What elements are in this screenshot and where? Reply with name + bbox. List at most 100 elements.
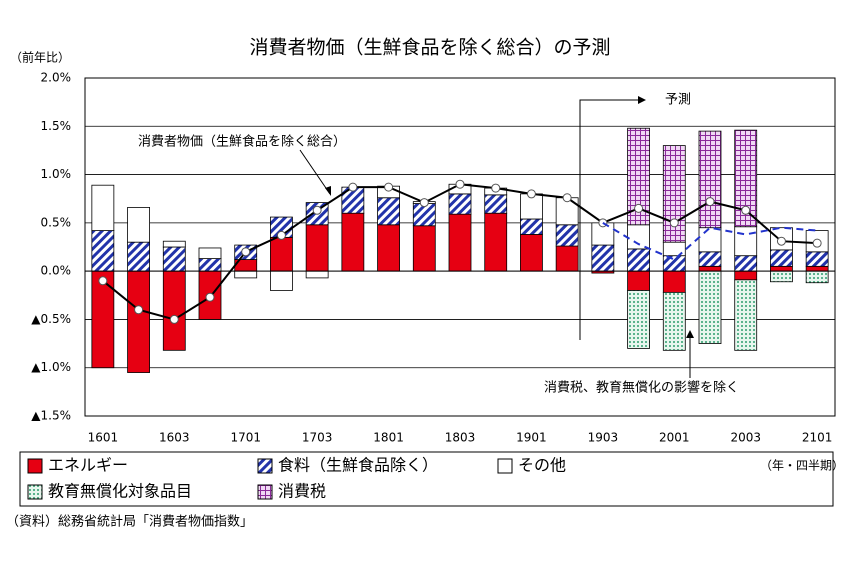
- bar-segment: [805, 270, 829, 284]
- source: （資料）総務省統計局「消費者物価指数」: [6, 514, 253, 530]
- x-tick-label: 1603: [159, 431, 190, 445]
- bar-segment: [555, 245, 579, 272]
- bar-segment: [484, 212, 508, 272]
- line-marker: [491, 183, 501, 193]
- y-tick-label: ▲0.5%: [31, 312, 71, 326]
- bar-segment: [627, 270, 650, 291]
- chart-title: 消費者物価（生鮮食品を除く総合）の予測: [249, 37, 610, 59]
- bar-segment: [627, 224, 650, 250]
- bar-segment: [662, 291, 686, 351]
- x-tick-label: 1803: [445, 431, 476, 445]
- bar-segment: [627, 127, 650, 226]
- bar-segment: [377, 224, 400, 272]
- legend-label: 消費税: [278, 482, 326, 501]
- x-tick-label: 1903: [588, 431, 619, 445]
- y-axis-label: （前年比）: [10, 50, 70, 65]
- bar-segment: [698, 251, 722, 267]
- bar-segment: [234, 270, 258, 279]
- bar-segment: [734, 129, 758, 228]
- bar-segment: [734, 279, 758, 351]
- bar-segment: [162, 246, 186, 272]
- bar-segment: [627, 290, 650, 349]
- line-marker: [169, 314, 179, 324]
- legend-label: その他: [518, 456, 566, 475]
- bar-segment: [448, 193, 472, 215]
- legend-label: 食料（生鮮食品除く）: [278, 456, 438, 475]
- bar-segment: [662, 270, 686, 293]
- bar-segment: [198, 258, 222, 272]
- x-tick-label: 2001: [659, 431, 690, 445]
- bar-segment: [734, 226, 758, 257]
- bar-segment: [377, 197, 400, 226]
- bar-segment: [520, 234, 543, 272]
- bar-segment: [734, 255, 758, 272]
- bar-segment: [91, 230, 115, 272]
- line-marker: [741, 205, 751, 215]
- bar-segment: [698, 270, 722, 344]
- bar-segment: [662, 145, 686, 243]
- bar-segment: [805, 265, 829, 272]
- line-marker: [634, 203, 644, 213]
- bar-segment: [127, 270, 150, 373]
- bar-segment: [270, 236, 293, 272]
- line-marker: [276, 230, 286, 240]
- bar-segment: [770, 265, 793, 272]
- annotation: 消費税、教育無償化の影響を除く: [544, 380, 739, 396]
- line: [602, 221, 818, 261]
- arrow-head: [325, 186, 331, 196]
- bar-segment: [770, 270, 793, 283]
- legend-swatch: [27, 484, 43, 500]
- bar-segment: [412, 225, 436, 272]
- x-unit: （年・四半期）: [760, 459, 844, 473]
- legend-swatch: [257, 458, 273, 474]
- forecast-bracket: [579, 99, 638, 340]
- line-marker: [134, 305, 144, 315]
- bar-segment: [627, 248, 650, 272]
- bar-segment: [341, 212, 365, 272]
- bar-segment: [484, 194, 508, 214]
- line-marker: [705, 197, 715, 207]
- bar-segment: [91, 184, 115, 231]
- annotation: 予測: [665, 93, 691, 108]
- bar-segment: [305, 270, 329, 279]
- legend-label: エネルギー: [48, 456, 128, 475]
- arrow-head: [686, 330, 694, 338]
- x-tick-label: 1801: [373, 431, 404, 445]
- bar-segment: [305, 224, 329, 272]
- x-tick-label: 1901: [516, 431, 547, 445]
- bar-segment: [127, 241, 150, 272]
- x-tick-label: 1701: [230, 431, 261, 445]
- line-marker: [384, 182, 394, 192]
- line-marker: [562, 193, 572, 203]
- annotation-arrow: [299, 149, 331, 195]
- y-tick-label: 2.0%: [41, 71, 72, 85]
- bar-segment: [162, 270, 186, 351]
- bar-segment: [91, 270, 115, 369]
- x-tick-label: 2101: [802, 431, 833, 445]
- bar-segment: [734, 270, 758, 281]
- line-marker: [455, 179, 465, 189]
- bar-segment: [520, 218, 543, 235]
- legend-box: [19, 451, 834, 507]
- legend-swatch: [257, 484, 273, 500]
- bar-segment: [270, 270, 293, 291]
- bar-segment: [770, 249, 793, 267]
- y-tick-label: 0.5%: [41, 215, 72, 229]
- line-marker: [669, 218, 679, 228]
- y-tick-label: 0.0%: [41, 264, 72, 278]
- line-marker: [312, 205, 322, 215]
- line-marker: [419, 198, 429, 208]
- y-tick-label: ▲1.0%: [31, 360, 71, 374]
- line-marker: [205, 292, 215, 302]
- line-marker: [98, 276, 108, 286]
- bar-segment: [127, 207, 150, 243]
- line-marker: [348, 182, 358, 192]
- bar-segment: [698, 265, 722, 272]
- bar-segment: [805, 251, 829, 267]
- x-tick-label: 2003: [730, 431, 761, 445]
- y-tick-label: 1.5%: [41, 119, 72, 133]
- y-tick-label: ▲1.5%: [31, 409, 71, 423]
- arrow-head: [638, 96, 646, 104]
- bar-segment: [162, 240, 186, 248]
- bar-segment: [698, 227, 722, 253]
